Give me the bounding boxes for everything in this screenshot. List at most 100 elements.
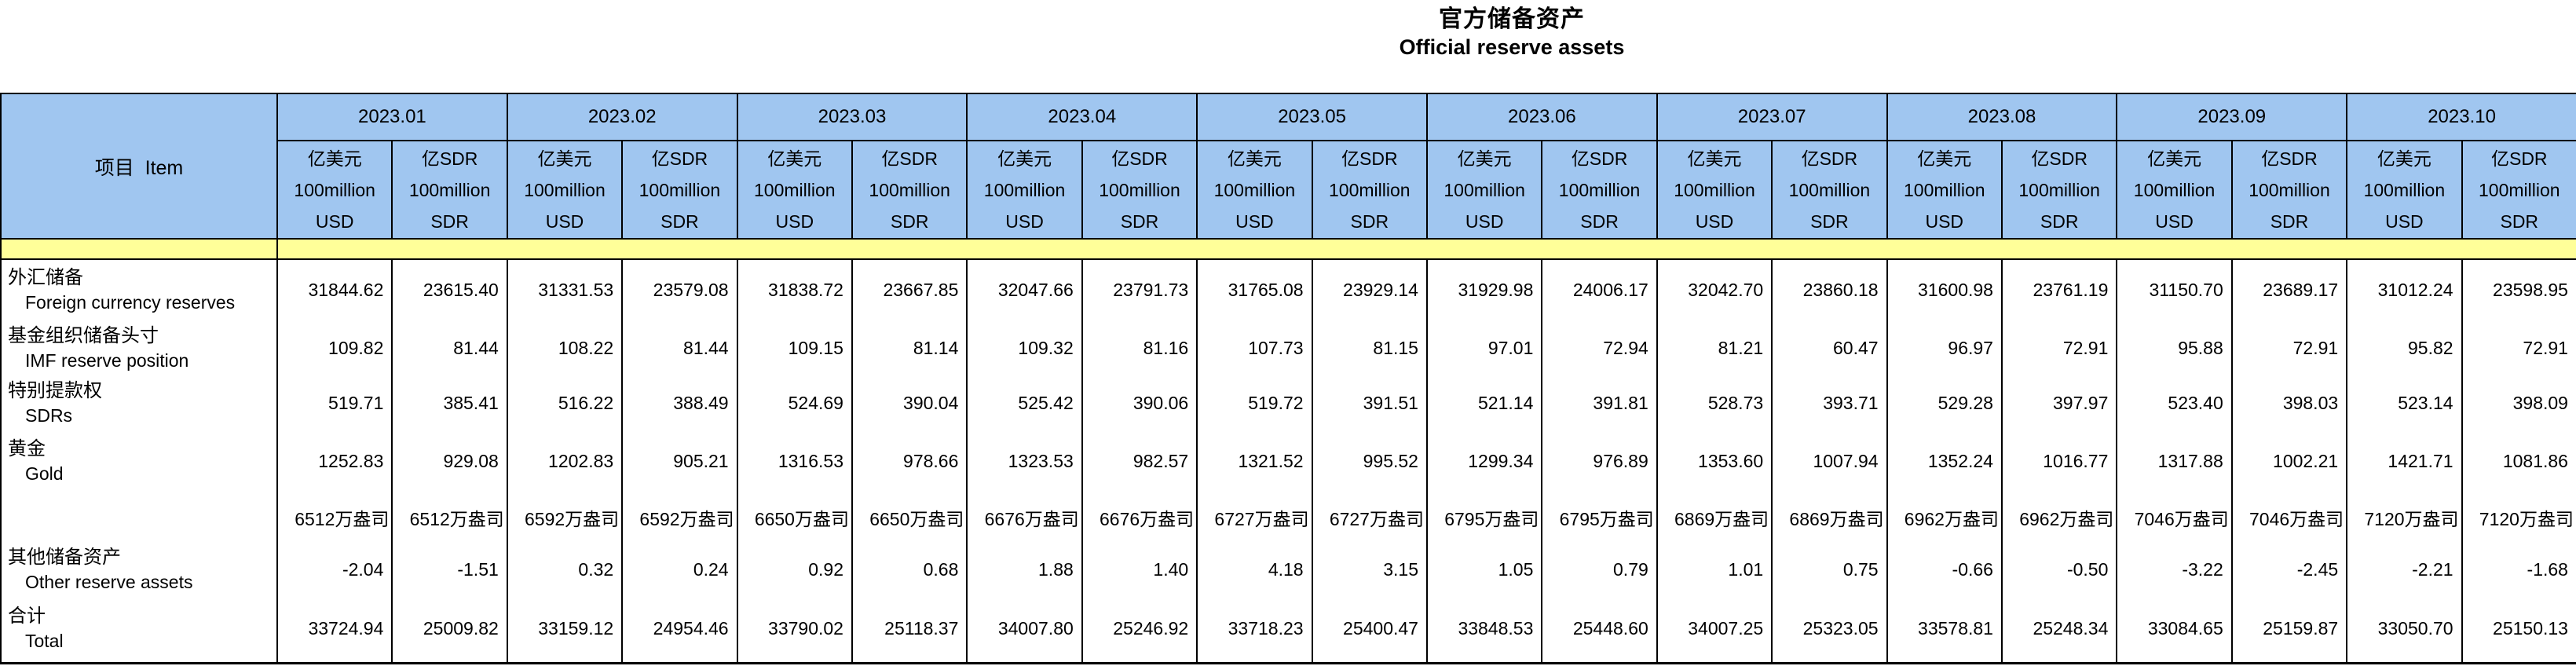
month-header: 2023.07 [1656, 93, 1888, 141]
unit-header-line: 100million [1788, 179, 1871, 200]
unit-header-line: 亿SDR [2031, 148, 2088, 169]
value-cell-imf-2023.02-usd: 108.22 [506, 320, 624, 375]
unit-header-usd: 亿美元 100million USD [1196, 140, 1313, 240]
value-cell-imf-2023.08-sdr: 72.91 [2000, 320, 2118, 375]
value-cell-gold-2023.04-sdr: 982.57 [1081, 430, 1198, 492]
value-cell-gold_ounces-2023.08-sdr: 6962万盎司 [2000, 492, 2118, 543]
unit-header-usd: 亿美元 100million USD [736, 140, 853, 240]
unit-header-usd: 亿美元 100million USD [2116, 140, 2233, 240]
unit-header-usd: 亿美元 100million USD [506, 140, 624, 240]
row-label-total: 合计 Total [1, 595, 278, 663]
value-cell-other-2023.05-usd: 4.18 [1196, 543, 1313, 595]
value-cell-gold_ounces-2023.04-sdr: 6676万盎司 [1081, 492, 1198, 543]
value-cell-gold_ounces-2023.03-sdr: 6650万盎司 [851, 492, 968, 543]
value-cell-gold_ounces-2023.10-sdr: 7120万盎司 [2461, 492, 2576, 543]
value-cell-total-2023.05-usd: 33718.23 [1196, 595, 1313, 663]
month-header: 2023.05 [1196, 93, 1428, 141]
value-cell-imf-2023.10-usd: 95.82 [2346, 320, 2463, 375]
value-cell-imf-2023.05-sdr: 81.15 [1311, 320, 1428, 375]
value-cell-gold_ounces-2023.02-usd: 6592万盎司 [506, 492, 624, 543]
value-cell-gold_ounces-2023.09-sdr: 7046万盎司 [2230, 492, 2348, 543]
value-cell-other-2023.06-sdr: 0.79 [1541, 543, 1658, 595]
value-cell-sdrs-2023.05-usd: 519.72 [1196, 375, 1313, 430]
unit-header-line: 亿美元 [2147, 148, 2202, 169]
value-cell-total-2023.07-sdr: 25323.05 [1771, 595, 1888, 663]
value-cell-gold-2023.03-usd: 1316.53 [736, 430, 853, 492]
value-cell-fx-2023.10-usd: 31012.24 [2346, 259, 2463, 320]
unit-header-line: 100million [1674, 179, 1755, 200]
value-cell-total-2023.09-sdr: 25159.87 [2230, 595, 2348, 663]
value-cell-other-2023.06-usd: 1.05 [1425, 543, 1543, 595]
value-cell-gold_ounces-2023.01-sdr: 6512万盎司 [391, 492, 508, 543]
unit-header-line: 亿美元 [1917, 148, 1972, 169]
value-cell-total-2023.06-usd: 33848.53 [1425, 595, 1543, 663]
unit-header-row: 亿美元 100million USD 亿SDR 100million SDR 亿美元 100m… [1, 140, 2576, 240]
value-cell-sdrs-2023.06-usd: 521.14 [1425, 375, 1543, 430]
unit-header-line: 亿SDR [2490, 148, 2548, 169]
unit-header-sdr: 亿SDR 100million SDR [1081, 140, 1198, 240]
table-row-other: 其他储备资产 Other reserve assets -2.04 -1.51 0.32… [1, 543, 2576, 595]
value-cell-fx-2023.06-usd: 31929.98 [1425, 259, 1543, 320]
month-header: 2023.03 [736, 93, 968, 141]
value-cell-total-2023.04-usd: 34007.80 [966, 595, 1083, 663]
value-cell-gold_ounces-2023.06-sdr: 6795万盎司 [1541, 492, 1658, 543]
value-cell-gold_ounces-2023.07-sdr: 6869万盎司 [1771, 492, 1888, 543]
unit-header-line: 亿SDR [2261, 148, 2318, 169]
month-header: 2023.06 [1425, 93, 1658, 141]
unit-header-line: 亿SDR [1571, 148, 1628, 169]
value-cell-sdrs-2023.09-sdr: 398.03 [2230, 375, 2348, 430]
value-cell-gold-2023.02-usd: 1202.83 [506, 430, 624, 492]
value-cell-total-2023.04-sdr: 25246.92 [1081, 595, 1198, 663]
unit-header-line: 100million [2018, 179, 2100, 200]
table-row-gold: 黄金 Gold 1252.83 929.08 1202.83 905.21 1316.53 9… [1, 430, 2576, 492]
row-label-en: Other reserve assets [25, 571, 193, 592]
unit-header-line: 100million [2478, 179, 2560, 200]
unit-header-line: 亿美元 [2377, 148, 2431, 169]
unit-header-line: 100million [294, 179, 375, 200]
value-cell-gold-2023.08-usd: 1352.24 [1886, 430, 2003, 492]
row-label-zh: 合计 [8, 605, 46, 627]
unit-header-line: 亿SDR [1341, 148, 1398, 169]
unit-header-sdr: 亿SDR 100million SDR [391, 140, 508, 240]
unit-header-line: USD [315, 210, 354, 232]
value-cell-sdrs-2023.01-usd: 519.71 [276, 375, 393, 430]
value-cell-imf-2023.10-sdr: 72.91 [2461, 320, 2576, 375]
value-cell-gold-2023.08-sdr: 1016.77 [2000, 430, 2118, 492]
unit-header-line: USD [1005, 210, 1044, 232]
unit-header-line: 亿SDR [421, 148, 478, 169]
value-cell-other-2023.09-sdr: -2.45 [2230, 543, 2348, 595]
value-cell-total-2023.03-usd: 33790.02 [736, 595, 853, 663]
unit-header-usd: 亿美元 100million USD [1886, 140, 2003, 240]
value-cell-fx-2023.02-sdr: 23579.08 [621, 259, 738, 320]
value-cell-other-2023.02-sdr: 0.24 [621, 543, 738, 595]
page-title-zh: 官方储备资产 [1439, 6, 1585, 32]
value-cell-gold_ounces-2023.04-usd: 6676万盎司 [966, 492, 1083, 543]
unit-header-line: SDR [2270, 210, 2309, 232]
page-title: 官方储备资产 Official reserve assets [0, 0, 2576, 60]
value-cell-sdrs-2023.07-sdr: 393.71 [1771, 375, 1888, 430]
row-label-sdrs: 特别提款权 SDRs [1, 375, 278, 430]
value-cell-imf-2023.01-sdr: 81.44 [391, 320, 508, 375]
value-cell-fx-2023.09-usd: 31150.70 [2116, 259, 2233, 320]
value-cell-other-2023.07-usd: 1.01 [1656, 543, 1773, 595]
value-cell-sdrs-2023.07-usd: 528.73 [1656, 375, 1773, 430]
table-row-gold_ounces: 6512万盎司 6512万盎司 6592万盎司 6592万盎司 6650万盎司 6650万… [1, 492, 2576, 543]
row-label-fx: 外汇储备 Foreign currency reserves [1, 259, 278, 320]
unit-header-line: USD [1235, 210, 1274, 232]
row-label-en: Foreign currency reserves [25, 292, 236, 313]
unit-header-usd: 亿美元 100million USD [966, 140, 1083, 240]
value-cell-other-2023.09-usd: -3.22 [2116, 543, 2233, 595]
value-cell-sdrs-2023.01-sdr: 385.41 [391, 375, 508, 430]
unit-header-usd: 亿美元 100million USD [276, 140, 393, 240]
value-cell-gold_ounces-2023.01-usd: 6512万盎司 [276, 492, 393, 543]
row-label-zh: 特别提款权 [8, 379, 102, 401]
unit-header-line: USD [2155, 210, 2194, 232]
value-cell-gold_ounces-2023.05-sdr: 6727万盎司 [1311, 492, 1428, 543]
value-cell-total-2023.10-sdr: 25150.13 [2461, 595, 2576, 663]
value-cell-sdrs-2023.10-usd: 523.14 [2346, 375, 2463, 430]
month-header: 2023.04 [966, 93, 1198, 141]
value-cell-sdrs-2023.10-sdr: 398.09 [2461, 375, 2576, 430]
unit-header-line: 100million [408, 179, 491, 200]
row-label-imf: 基金组织储备头寸 IMF reserve position [1, 320, 278, 375]
value-cell-other-2023.10-usd: -2.21 [2346, 543, 2463, 595]
